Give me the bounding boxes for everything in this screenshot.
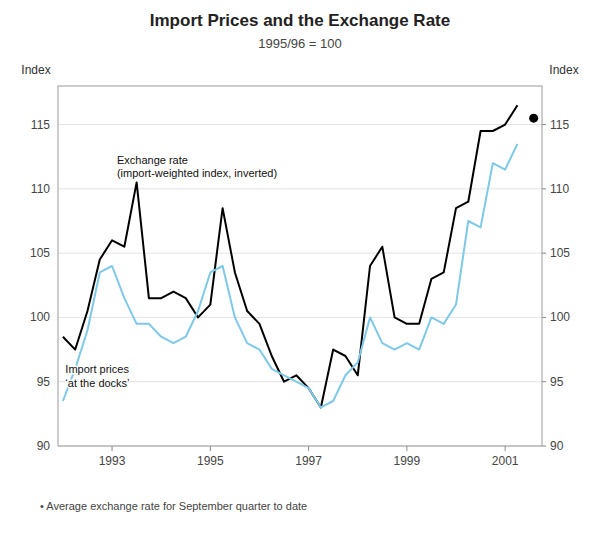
y2-tick-label: 110: [550, 182, 569, 196]
x-tick: [308, 446, 309, 451]
x-tick: [112, 446, 113, 451]
chart-container: Import Prices and the Exchange Rate 1995/…: [0, 0, 600, 543]
x-tick-label: 1997: [295, 454, 322, 468]
annotation-line: ‘at the docks’: [65, 377, 129, 389]
y-tick-label: 110: [31, 182, 50, 196]
y2-tick-label: 115: [550, 118, 569, 132]
grid-line: [58, 188, 542, 189]
y-tick-label: 115: [31, 118, 50, 132]
y2-tick-label: 105: [550, 246, 570, 260]
line-series: [63, 144, 518, 408]
x-tick: [505, 446, 506, 451]
grid: [58, 125, 542, 446]
annotation-line: (import-weighted index, inverted): [117, 167, 277, 179]
y2-tick: [542, 381, 546, 382]
x-tick-label: 1995: [197, 454, 224, 468]
annotation: Import prices ‘at the docks’: [65, 363, 129, 388]
y2-tick: [542, 446, 546, 447]
x-tick: [406, 446, 407, 451]
y-axis-label: Index: [21, 63, 50, 77]
scatter-point: [529, 114, 538, 123]
y2-tick-label: 95: [550, 375, 564, 389]
grid-line: [58, 253, 542, 254]
grid-line: [58, 124, 542, 125]
title: Import Prices and the Exchange Rate: [150, 11, 450, 30]
subtitle: 1995/96 = 100: [258, 36, 342, 51]
y-tick-label: 95: [37, 375, 51, 389]
x-tick: [210, 446, 211, 451]
y-tick-label: 100: [30, 310, 50, 324]
series-group: [63, 105, 538, 407]
y2-tick: [542, 188, 546, 189]
chart-svg: Import Prices and the Exchange Rate 1995/…: [0, 0, 600, 543]
y-tick-label: 105: [30, 246, 50, 260]
plot-frame: [58, 86, 542, 446]
grid-line: [58, 381, 542, 382]
x-tick-label: 2001: [492, 454, 519, 468]
y2-tick: [542, 317, 546, 318]
annotation-line: Import prices: [65, 363, 129, 375]
x-tick-label: 1999: [394, 454, 421, 468]
y2-tick-label: 100: [550, 310, 570, 324]
annotation-line: Exchange rate: [117, 154, 188, 166]
y-tick-label: 90: [37, 439, 51, 453]
footnote: • Average exchange rate for September qu…: [40, 500, 307, 512]
grid-line: [58, 317, 542, 318]
line-series: [63, 105, 518, 407]
annotation: Exchange rate(import-weighted index, inv…: [117, 154, 277, 179]
y2-axis-label: Index: [549, 63, 578, 77]
y2-tick: [542, 124, 546, 125]
y2-tick: [542, 253, 546, 254]
x-tick-label: 1993: [99, 454, 126, 468]
y2-tick-label: 90: [550, 439, 564, 453]
